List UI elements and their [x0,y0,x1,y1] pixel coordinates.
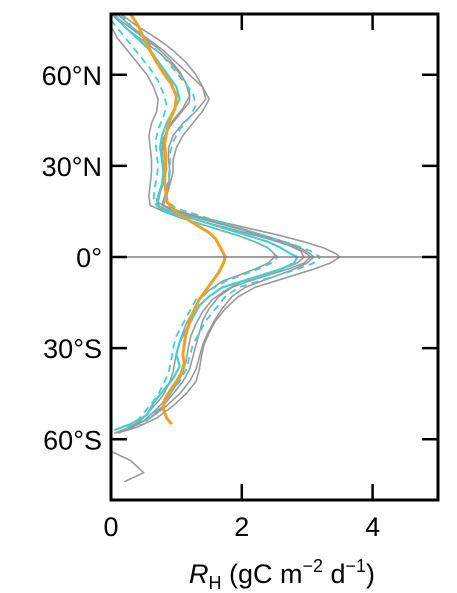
series-line-cyan-dashed-2 [120,14,322,428]
series-line-gray-8 [114,14,315,434]
x-axis-unit-exponent-2: −1 [346,556,367,576]
series-line-gray-6 [113,16,305,431]
x-axis-unit-part-3: ) [366,559,375,589]
series-line-gray-4 [111,14,312,434]
y-tick-layer: 60°N 30°N 0° 30°S 60°S [42,61,438,455]
y-tick-label--30: 30°S [43,334,102,364]
y-tick-label-0: 0° [76,243,102,273]
series-layer [111,14,341,483]
x-axis-unit-exponent-1: −2 [302,556,323,576]
x-axis-quantity-subscript: H [208,573,221,593]
x-tick-label-2: 2 [234,512,249,542]
series-line-orange-solid-0 [129,14,227,426]
x-axis-title: RH (gC m−2 d−1) [189,556,375,593]
series-line-gray-5 [116,14,341,434]
y-tick-label-60: 60°N [42,61,102,91]
y-tick-label--60: 60°S [43,425,102,455]
x-tick-label-0: 0 [103,512,118,542]
series-line-cyan-solid-1 [113,14,299,432]
x-axis-quantity: R [189,559,209,589]
x-axis-unit-part-1: (gC m [221,559,302,589]
x-tick-label-4: 4 [365,512,380,542]
y-tick-label-30: 30°N [42,152,102,182]
series-line-gray-9 [111,450,145,483]
x-tick-layer: 0 2 4 [103,14,380,542]
x-axis-unit-part-2: d [323,559,346,589]
series-line-cyan-dashed-3 [111,19,279,431]
